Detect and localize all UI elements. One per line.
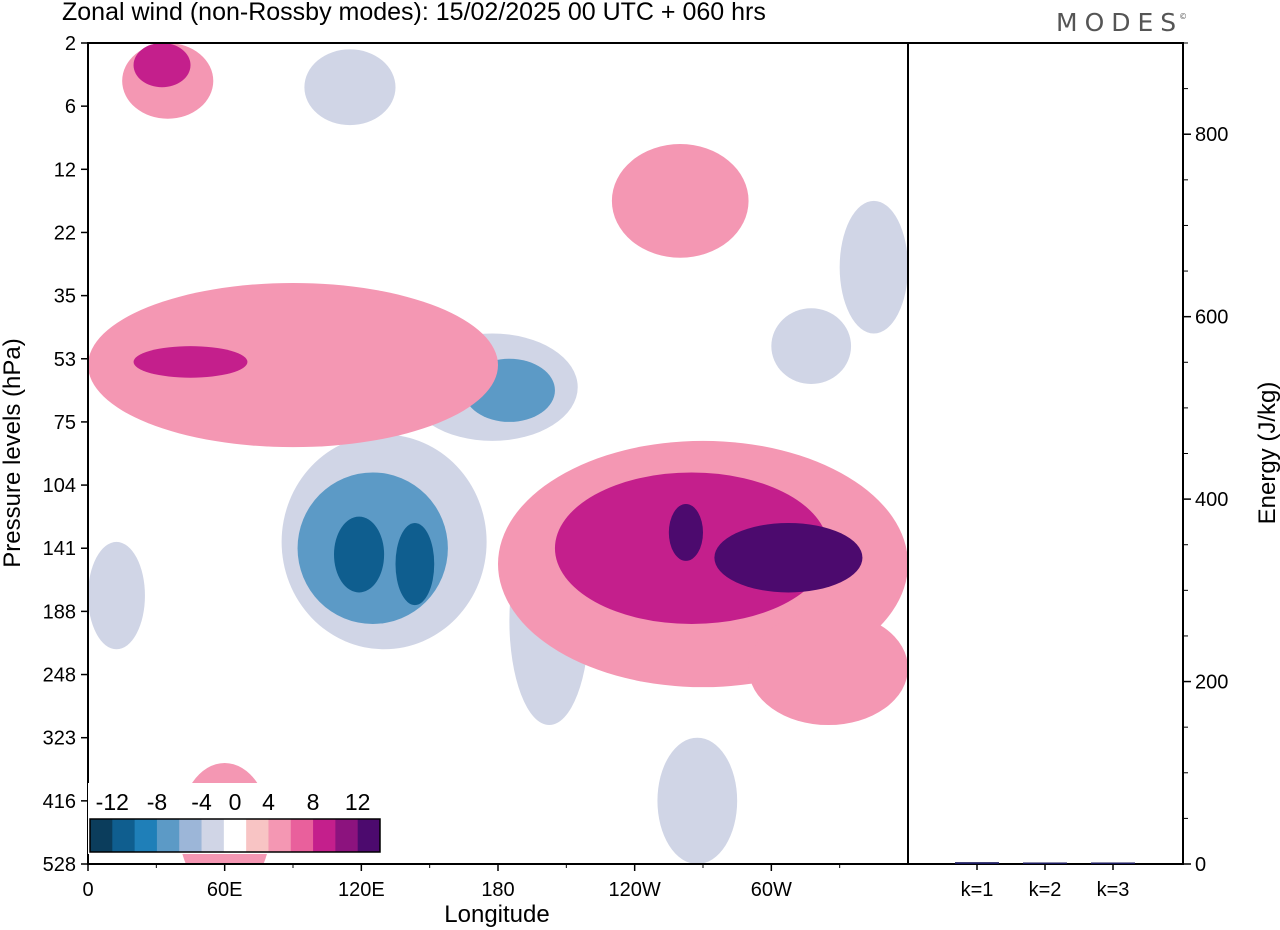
colorbar-label: -4 — [191, 789, 212, 815]
x-tick-label: 60E — [207, 879, 243, 901]
colorbar-label: 4 — [262, 789, 275, 815]
contour-region-15 — [714, 522, 863, 593]
y-tick-label: 2 — [65, 33, 76, 55]
bar-category-label: k=2 — [1029, 879, 1062, 901]
y-tick-label: 6 — [65, 96, 76, 118]
contour-region-17 — [133, 346, 248, 378]
chart-title: Zonal wind (non-Rossby modes): 15/02/202… — [62, 0, 766, 26]
y-tick-label: 141 — [43, 538, 76, 560]
y-axis-label: Pressure levels (hPa) — [0, 338, 26, 567]
contour-region-10 — [88, 541, 145, 650]
y-tick-label: 248 — [43, 665, 76, 687]
x-tick-label: 180 — [481, 879, 514, 901]
colorbar-label: 8 — [307, 789, 320, 815]
energy-tick-label: 600 — [1195, 307, 1228, 329]
modes-logo: MODES© — [1056, 8, 1191, 37]
y-tick-label: 323 — [43, 728, 76, 750]
energy-axis: 0 200 400 600 800 — [1183, 42, 1228, 876]
colorbar: -12 -8 -4 0 4 8 12 — [88, 783, 382, 854]
y-tick-label: 75 — [54, 412, 76, 434]
bar-category-label: k=3 — [1097, 879, 1130, 901]
colorbar-swatch — [246, 819, 269, 852]
x-axis-label: Longitude — [444, 901, 549, 928]
colorbar-swatch — [313, 819, 336, 852]
energy-bar-k=2 — [1023, 862, 1067, 864]
y-tick-label: 528 — [43, 854, 76, 876]
x-tick-label: 120W — [609, 879, 661, 901]
colorbar-swatch — [112, 819, 136, 852]
y-tick-label: 188 — [43, 601, 76, 623]
colorbar-swatch — [201, 819, 225, 852]
colorbar-swatch — [268, 819, 292, 852]
contour-region-6 — [304, 49, 396, 126]
energy-tick-label: 800 — [1195, 124, 1228, 146]
energy-bars: k=1 k=2 k=3 — [955, 862, 1135, 901]
contour-region-16 — [88, 282, 498, 448]
energy-tick-label: 400 — [1195, 489, 1228, 511]
logo-text: MODES — [1056, 8, 1184, 37]
y-tick-label: 53 — [54, 349, 76, 371]
y-tick-label: 416 — [43, 791, 76, 813]
colorbar-swatch — [357, 819, 381, 852]
energy-tick-label: 0 — [1195, 854, 1206, 876]
x-tick-label: 0 — [82, 879, 93, 901]
energy-tick-label: 200 — [1195, 672, 1228, 694]
colorbar-swatch — [335, 819, 359, 852]
bar-category-label: k=1 — [961, 879, 994, 901]
contour-region-20 — [748, 611, 908, 726]
energy-bar-k=3 — [1091, 862, 1135, 864]
y-tick-label: 12 — [54, 159, 76, 181]
contour-region-14 — [668, 504, 704, 561]
contour-region-11 — [657, 737, 738, 864]
contour-region-7 — [839, 200, 908, 334]
y-tick-label: 22 — [54, 222, 76, 244]
logo-mark: © — [1179, 12, 1188, 21]
colorbar-label: -12 — [96, 789, 129, 815]
contour-region-2 — [334, 516, 385, 593]
energy-bar-k=1 — [955, 862, 999, 864]
colorbar-swatch — [223, 819, 247, 852]
y-tick-label: 35 — [54, 286, 76, 308]
colorbar-swatch — [90, 819, 113, 852]
colorbar-label: -8 — [147, 789, 167, 815]
colorbar-label: 12 — [345, 789, 371, 815]
contour-field — [88, 43, 908, 864]
colorbar-swatch — [156, 819, 180, 852]
contour-region-8 — [771, 308, 852, 385]
x-axis: 0 60E 120E 180 120W 60W — [82, 864, 841, 901]
y-tick-label: 104 — [43, 475, 76, 497]
colorbar-frame — [89, 818, 381, 853]
x-tick-label: 120E — [338, 879, 385, 901]
colorbar-swatch — [290, 819, 314, 852]
contour-region-19 — [133, 43, 191, 88]
colorbar-label: 0 — [229, 789, 242, 815]
colorbar-swatch — [179, 819, 203, 852]
contour-region-3 — [395, 522, 435, 606]
energy-plot-frame — [907, 42, 1184, 865]
contour-region-22 — [611, 144, 749, 258]
x-tick-label: 60W — [751, 879, 792, 901]
colorbar-swatch — [134, 819, 158, 852]
energy-axis-label: Energy (J/kg) — [1254, 382, 1280, 525]
y-axis: 2 6 12 22 35 53 75 104 141 188 248 323 416 528 — [43, 33, 88, 876]
